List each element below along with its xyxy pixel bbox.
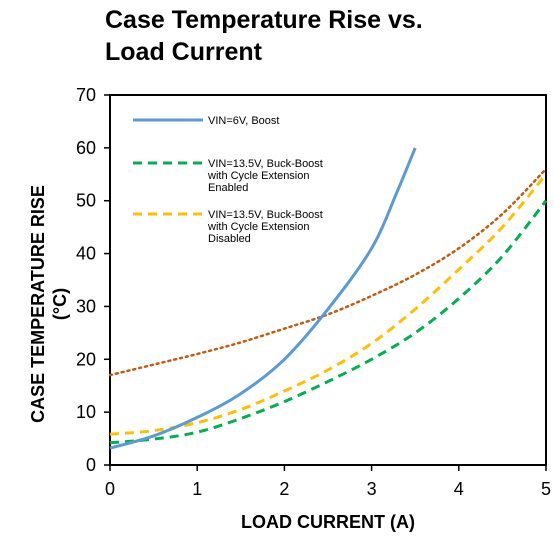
x-axis-label: LOAD CURRENT (A) <box>241 512 415 532</box>
y-axis-label-line-2: (°C) <box>50 288 70 320</box>
chart-title: Case Temperature Rise vs. Load Current <box>105 4 545 68</box>
y-axis-label: CASE TEMPERATURE RISE (°C) <box>28 185 70 423</box>
x-tick-label: 5 <box>541 479 551 499</box>
y-tick-label: 0 <box>86 455 96 475</box>
chart-title-line-1: Case Temperature Rise vs. <box>105 6 423 34</box>
legend-entry-text: VIN=6V, Boost <box>208 115 279 127</box>
y-tick-label: 20 <box>76 349 96 369</box>
x-tick-label: 4 <box>454 479 464 499</box>
legend-entry-text: with Cycle Extension <box>207 170 310 182</box>
series-line-dotted <box>108 167 548 377</box>
x-tick-label: 1 <box>192 479 202 499</box>
legend-entry-text: with Cycle Extension <box>207 221 310 233</box>
y-tick-label: 70 <box>76 85 96 105</box>
x-tick-label: 2 <box>279 479 289 499</box>
legend-entry-text: Disabled <box>208 233 251 245</box>
y-tick-label: 60 <box>76 138 96 158</box>
plot-area-frame <box>109 94 547 466</box>
y-tick-label: 50 <box>76 191 96 211</box>
legend-entry-text: Enabled <box>208 182 248 194</box>
legend-entry-text: VIN=13.5V, Buck-Boost <box>208 158 323 170</box>
y-tick-label: 40 <box>76 244 96 264</box>
x-tick-label: 3 <box>367 479 377 499</box>
series-line-buck-boost-disabled <box>109 173 548 436</box>
chart-title-line-2: Load Current <box>105 38 262 66</box>
series-line-vin-6v-boost <box>109 147 417 450</box>
legend-entry-text: VIN=13.5V, Buck-Boost <box>208 209 323 221</box>
y-tick-label: 10 <box>76 402 96 422</box>
y-axis-label-line-1: CASE TEMPERATURE RISE <box>28 185 48 423</box>
y-tick-label: 30 <box>76 296 96 316</box>
series-line-buck-boost-enabled <box>109 199 548 445</box>
x-tick-label: 0 <box>105 479 115 499</box>
